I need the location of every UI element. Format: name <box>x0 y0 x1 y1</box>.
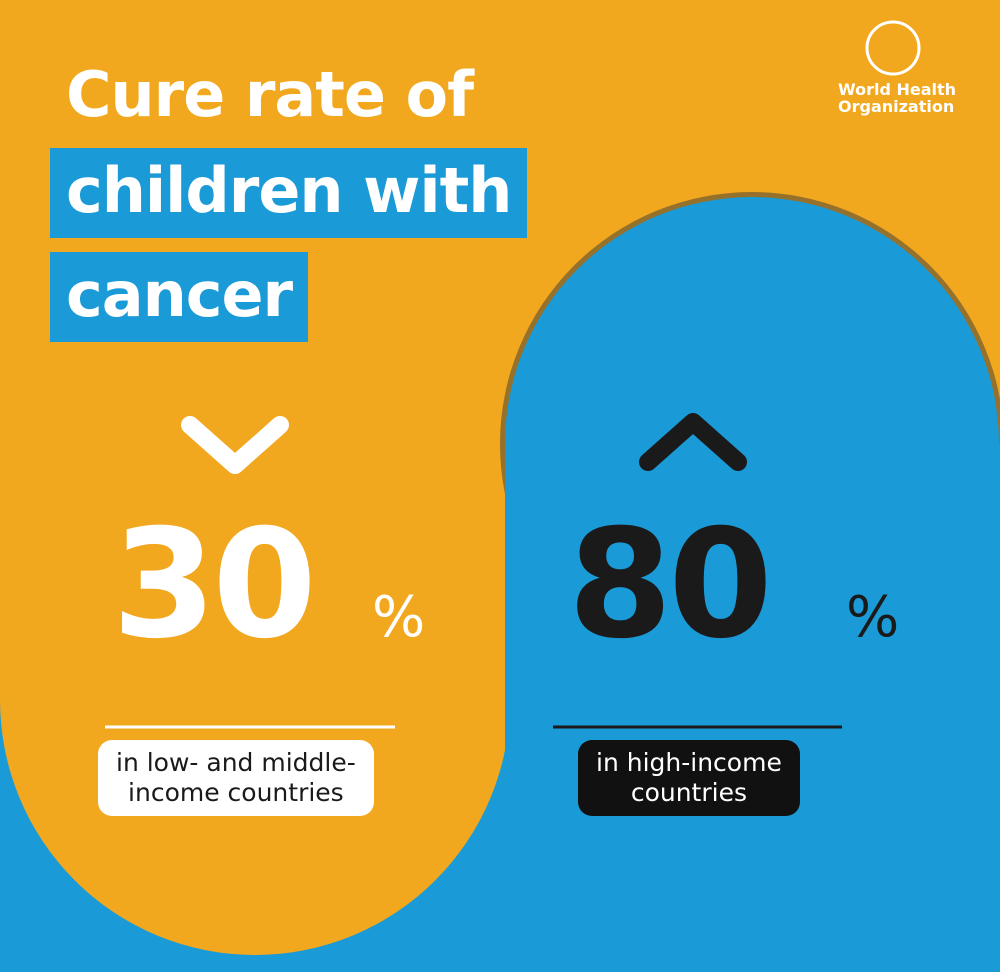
label-line: in high-income <box>596 748 782 777</box>
title-line: Cure rate of <box>66 58 474 131</box>
blue-pill <box>505 444 1000 972</box>
stat-unit: % <box>372 585 426 650</box>
stat-unit: % <box>846 585 900 650</box>
stat-label: in high-income countries <box>578 740 800 816</box>
label-line: in low- and middle- <box>116 748 356 777</box>
logo-line: Organization <box>838 96 955 116</box>
down-chevron <box>181 416 289 474</box>
logo-line: World Health <box>838 80 957 99</box>
stat-value: 80 <box>568 498 773 672</box>
label-line: countries <box>630 778 747 807</box>
label-line: income countries <box>128 778 344 807</box>
stat-value: 30 <box>112 498 317 672</box>
title-line: cancer <box>50 252 309 342</box>
logo-text: World Health Organization <box>838 80 957 116</box>
orange-pill-end <box>0 445 510 955</box>
stat-label: in low- and middle- income countries <box>98 740 374 816</box>
up-chevron <box>639 413 747 471</box>
logo-emblem <box>865 20 921 76</box>
title-line: children with <box>50 148 528 238</box>
